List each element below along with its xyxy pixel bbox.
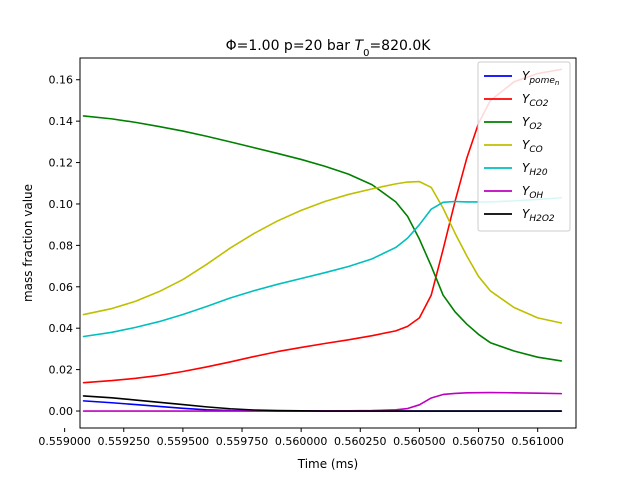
legend-label: YCO2: [522, 92, 549, 109]
y-tick-label: 0.04: [49, 322, 74, 335]
x-tick-label: 0.559000: [38, 435, 91, 448]
legend: Ypomen YCO2 YO2 YCO YH20 YOH YH2O2: [477, 61, 571, 232]
y-tick-label: 0.14: [49, 115, 74, 128]
legend-label: YH2O2: [522, 207, 555, 224]
series-line-co: [82, 180, 563, 324]
series-line-o2: [82, 115, 563, 362]
legend-label: YOH: [522, 184, 543, 201]
x-tick-label: 0.559750: [216, 435, 269, 448]
legend-box: [477, 61, 571, 232]
y-tick-label: 0.08: [49, 239, 74, 252]
x-tick-label: 0.560000: [275, 435, 328, 448]
y-tick-label: 0.16: [49, 74, 74, 87]
x-tick-label: 0.561000: [511, 435, 564, 448]
y-tick-label: 0.12: [49, 157, 74, 170]
x-tick-label: 0.560500: [393, 435, 446, 448]
x-axis-label: Time (ms): [297, 457, 359, 471]
plot-frame: [79, 57, 577, 429]
x-tick-label: 0.559250: [98, 435, 151, 448]
legend-label: YH20: [522, 161, 548, 178]
y-tick-label: 0.00: [49, 405, 74, 418]
x-tick-label: 0.560750: [452, 435, 505, 448]
chart-title: Φ=1.00 p=20 bar T0=820.0K: [226, 38, 432, 59]
series-line-h20: [82, 196, 563, 338]
x-tick-label: 0.559500: [157, 435, 210, 448]
series-line-h2o2: [82, 395, 563, 412]
legend-label: Ypomen: [522, 69, 559, 87]
legend-label: YO2: [522, 115, 542, 132]
y-tick-label: 0.06: [49, 281, 74, 294]
y-tick-label: 0.10: [49, 198, 74, 211]
legend-label: YCO: [522, 138, 543, 155]
series-line-oh: [82, 391, 563, 412]
y-tick-label: 0.02: [49, 364, 74, 377]
y-axis-label: mass fraction value: [21, 184, 35, 302]
x-tick-label: 0.560250: [334, 435, 387, 448]
